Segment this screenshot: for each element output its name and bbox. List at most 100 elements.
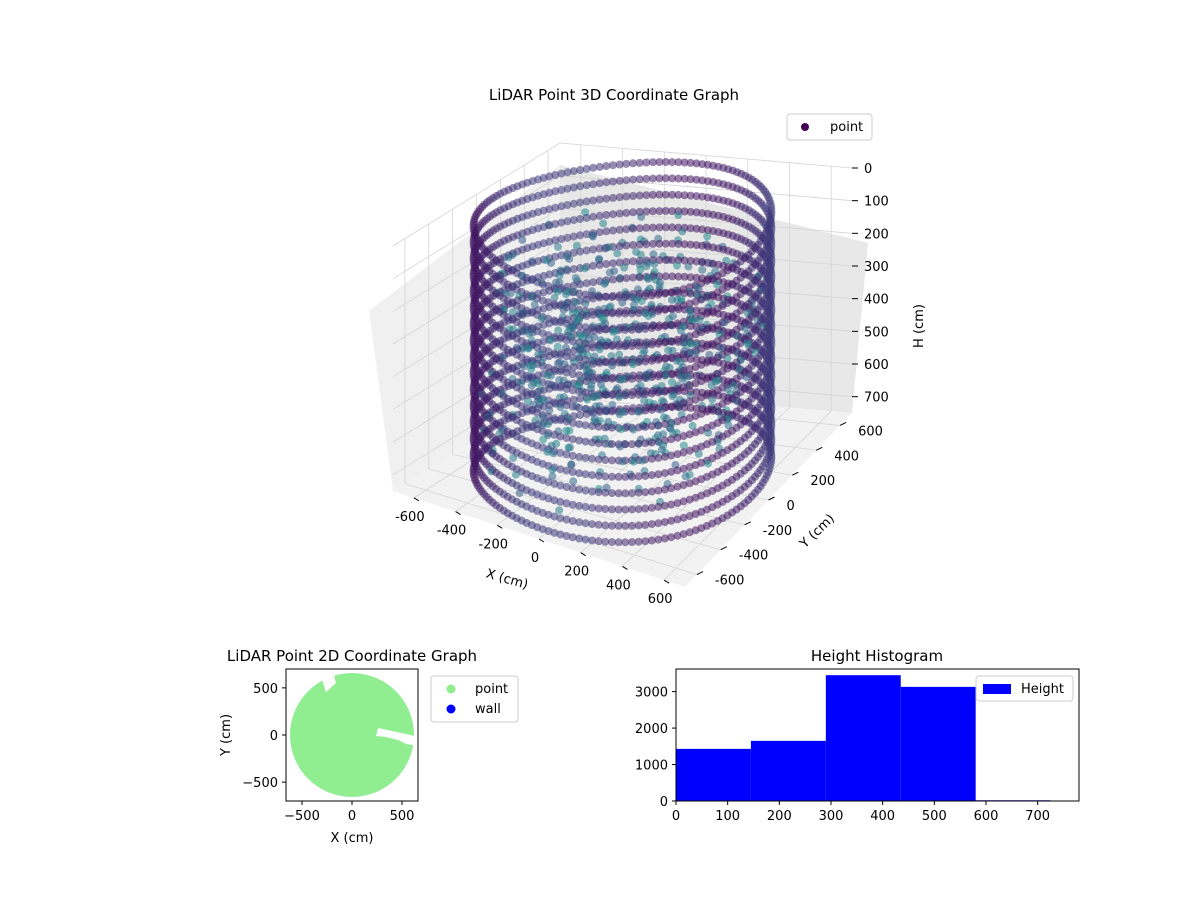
- point-3d: [609, 259, 617, 268]
- point-3d: [647, 454, 656, 463]
- y-tick-label-2d: −500: [242, 776, 278, 791]
- point-3d: [614, 521, 623, 530]
- y-tick-label-histogram: 1000: [635, 759, 668, 774]
- point-3d: [686, 207, 695, 216]
- point-3d: [647, 405, 656, 414]
- point-3d: [668, 346, 677, 355]
- point-3d: [661, 239, 670, 248]
- point-3d: [655, 174, 664, 183]
- x-tick-mark-3d: [580, 552, 586, 557]
- point-3d: [589, 261, 598, 270]
- point-3d: [550, 479, 559, 488]
- point-3d: [562, 483, 571, 491]
- point-3d: [576, 362, 585, 370]
- y-tick-mark-3d: [696, 571, 704, 576]
- point-3d: [703, 232, 712, 241]
- point-3d: [548, 465, 557, 474]
- point-3d: [565, 254, 574, 263]
- y-tick-mark-3d: [839, 421, 847, 426]
- point-3d: [638, 456, 647, 465]
- point-3d: [622, 225, 631, 234]
- legend-marker-point-2d: [446, 684, 456, 694]
- point-3d: [622, 192, 631, 201]
- point-3d: [615, 225, 624, 234]
- z-tick-label-3d: 200: [864, 227, 889, 242]
- point-3d: [628, 521, 636, 530]
- point-3d: [621, 489, 630, 498]
- y-tick-label-3d: -200: [763, 524, 793, 539]
- point-3d: [679, 530, 688, 539]
- point-3d: [649, 250, 658, 259]
- point-3d: [634, 341, 643, 350]
- point-3d: [609, 177, 617, 186]
- point-3d: [678, 227, 687, 236]
- point-3d: [620, 263, 629, 272]
- point-3d: [569, 232, 578, 241]
- point-3d: [589, 212, 598, 221]
- point-3d: [621, 325, 630, 334]
- point-3d: [581, 299, 590, 308]
- point-3d: [628, 309, 636, 318]
- legend-marker-wall-2d: [446, 704, 456, 714]
- point-3d: [562, 466, 571, 475]
- point-3d: [674, 272, 683, 281]
- point-3d: [741, 323, 750, 332]
- point-3d: [563, 168, 572, 177]
- point-3d: [554, 326, 563, 335]
- notch-2d: [322, 669, 336, 692]
- point-3d: [602, 162, 611, 170]
- x-tick-label-3d: -200: [479, 537, 509, 552]
- point-3d: [673, 531, 682, 540]
- point-3d: [581, 502, 590, 511]
- point-3d: [576, 247, 585, 256]
- point-3d: [568, 500, 577, 509]
- point-3d: [568, 484, 577, 493]
- point-3d: [601, 456, 610, 464]
- point-3d: [642, 174, 651, 183]
- x-tick-mark-3d: [455, 511, 461, 516]
- ticks-3d: -600 -400 -200 0 200 400 600 -600 -400 -200 0 200 40…: [395, 162, 889, 607]
- point-3d: [686, 240, 695, 249]
- point-3d: [568, 517, 577, 525]
- point-3d: [581, 437, 590, 446]
- point-3d: [641, 504, 650, 513]
- point-3d: [539, 435, 548, 444]
- histogram-bar: [900, 686, 976, 801]
- point-3d: [594, 455, 603, 464]
- point-3d: [641, 537, 650, 546]
- point-3d: [680, 174, 689, 183]
- point-3d: [509, 454, 518, 462]
- point-3d: [504, 253, 513, 262]
- x-tick-label-histogram: 400: [870, 809, 895, 824]
- point-3d: [692, 348, 701, 357]
- point-3d: [582, 246, 591, 255]
- chart-histogram: Height Histogram 0 100 200 300 400 500 600 7000…: [635, 647, 1080, 824]
- point-3d: [594, 504, 603, 513]
- z-tick-label-3d: 400: [864, 293, 889, 308]
- point-3d: [575, 518, 584, 527]
- point-3d: [668, 321, 677, 330]
- grid-3d-z: [559, 142, 853, 169]
- point-3d: [685, 512, 694, 520]
- point-3d: [680, 387, 689, 396]
- point-3d: [648, 239, 657, 248]
- point-3d: [511, 470, 520, 479]
- point-3d: [569, 395, 578, 404]
- point-3d: [575, 469, 584, 478]
- point-3d: [557, 202, 566, 211]
- point-3d: [600, 279, 609, 288]
- point-3d: [601, 244, 610, 253]
- y-tick-label-2d: 500: [253, 682, 278, 697]
- point-3d: [615, 242, 624, 251]
- point-3d: [673, 261, 681, 270]
- point-3d: [616, 442, 625, 451]
- point-3d: [569, 216, 578, 225]
- point-3d: [641, 471, 650, 480]
- point-3d: [628, 538, 636, 547]
- point-3d: [622, 274, 631, 283]
- point-3d: [660, 518, 669, 527]
- point-3d: [556, 403, 565, 412]
- point-3d: [648, 223, 657, 232]
- point-3d: [680, 158, 689, 167]
- point-3d: [557, 235, 566, 243]
